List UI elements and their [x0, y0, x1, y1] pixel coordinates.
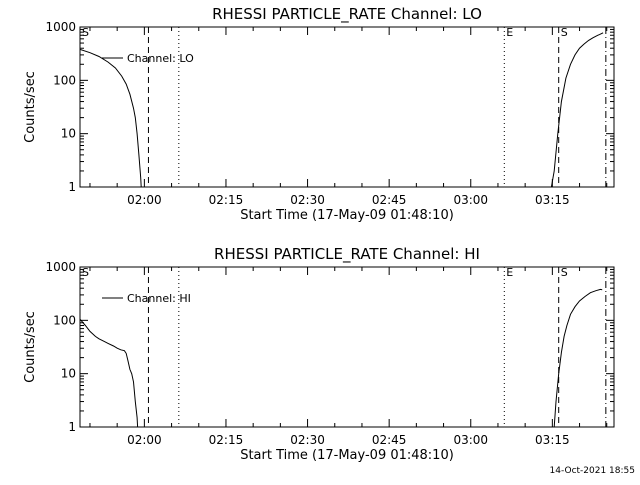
legend-label: Channel: LO	[127, 52, 194, 65]
chart-title: RHESSI PARTICLE_RATE Channel: HI	[214, 245, 480, 264]
x-tick-label: 02:30	[290, 433, 325, 447]
event-marker-label: S	[561, 266, 568, 279]
y-tick-label: 1000	[45, 260, 76, 274]
x-tick-label: 02:45	[372, 193, 407, 207]
y-tick-label: 100	[53, 73, 76, 87]
y-tick-label: 1	[68, 180, 76, 194]
x-tick-label: 03:00	[453, 193, 488, 207]
x-tick-label: 02:00	[127, 433, 162, 447]
chart-title: RHESSI PARTICLE_RATE Channel: LO	[212, 5, 482, 24]
series-line	[553, 288, 603, 428]
x-tick-label: 02:15	[209, 193, 244, 207]
x-tick-label: 03:15	[535, 193, 570, 207]
x-tick-label: 02:00	[127, 193, 162, 207]
y-tick-label: 10	[61, 127, 76, 141]
series-line	[550, 32, 604, 188]
plot-frame	[79, 26, 615, 188]
x-tick-label: 03:00	[453, 433, 488, 447]
series-line	[79, 48, 142, 188]
y-tick-label: 100	[53, 313, 76, 327]
x-tick-label: 02:45	[372, 433, 407, 447]
x-tick-label: 02:15	[209, 433, 244, 447]
x-tick-label: 03:15	[535, 433, 570, 447]
event-marker-label: E	[506, 26, 513, 39]
y-tick-label: 10	[61, 367, 76, 381]
y-tick-label: 1000	[45, 20, 76, 34]
plot-frame	[79, 266, 615, 428]
y-tick-label: 1	[68, 420, 76, 434]
timestamp: 14-Oct-2021 18:55	[549, 466, 635, 476]
event-marker-label: E	[506, 266, 513, 279]
start-marker-label: S	[82, 266, 89, 279]
x-axis-label: Start Time (17-May-09 01:48:10)	[240, 208, 454, 223]
event-marker-label: S	[561, 26, 568, 39]
x-axis-label: Start Time (17-May-09 01:48:10)	[240, 448, 454, 463]
start-marker-label: S	[82, 26, 89, 39]
y-axis-label: Counts/sec	[23, 71, 38, 143]
legend-label: Channel: HI	[127, 292, 191, 305]
series-line	[79, 318, 139, 428]
x-tick-label: 02:30	[290, 193, 325, 207]
y-axis-label: Counts/sec	[23, 311, 38, 383]
